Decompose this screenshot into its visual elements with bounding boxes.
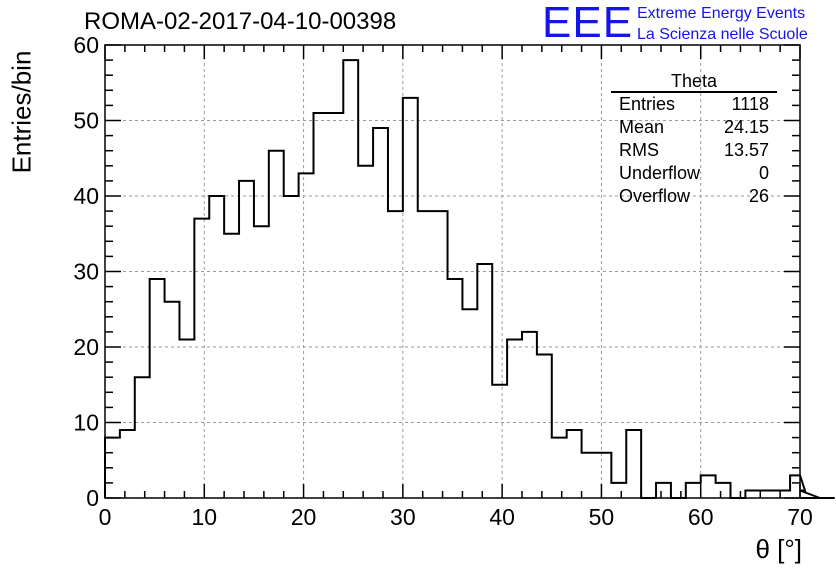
logo-line-1: Extreme Energy Events — [637, 5, 806, 22]
histogram-bin — [582, 453, 597, 498]
histogram-bin — [492, 385, 507, 498]
histogram-bin — [552, 438, 567, 498]
histogram-bin — [686, 483, 701, 498]
eee-logo: EEE Extreme Energy Events La Scienza nel… — [542, 0, 832, 48]
histogram-bin — [775, 490, 790, 498]
stats-row-value: 0 — [759, 163, 769, 183]
stats-box-name: Theta — [671, 71, 718, 91]
y-tick-label: 40 — [73, 183, 99, 209]
histogram-bin — [567, 430, 582, 498]
histogram-bin — [120, 430, 135, 498]
y-tick-label: 60 — [73, 32, 99, 58]
histogram-bin — [403, 98, 418, 498]
histogram-bin — [254, 226, 269, 498]
y-tick-label: 0 — [86, 485, 99, 511]
x-tick-label: 0 — [99, 504, 112, 530]
histogram-bin — [611, 483, 626, 498]
grid-lines — [105, 44, 800, 498]
histogram-bin — [433, 211, 448, 498]
x-tick-label: 70 — [787, 504, 813, 530]
axis-ticks: 0 10 20 30 40 50 60 70 0 10 20 30 40 50 60 — [73, 32, 812, 530]
stats-box: Theta Entries 1118 Mean 24.15 RMS 13.57 Underf… — [611, 71, 777, 206]
stats-row-label: Mean — [619, 117, 664, 137]
stats-row-value: 1118 — [732, 94, 769, 114]
logo-line-2: La Scienza nelle Scuole — [637, 26, 808, 43]
histogram-bin — [269, 151, 284, 498]
histogram-bin — [418, 211, 433, 498]
stats-row-value: 13.57 — [724, 140, 769, 160]
histogram-bin — [507, 339, 522, 498]
histogram-bin — [656, 483, 671, 498]
histogram-bin — [299, 173, 314, 498]
histogram-bin — [477, 264, 492, 498]
x-tick-label: 10 — [191, 504, 217, 530]
histogram-bin — [745, 490, 760, 498]
histogram-bin — [522, 332, 537, 498]
histogram-outline — [104, 59, 835, 499]
histogram-bin — [760, 490, 775, 498]
stats-row-value: 24.15 — [724, 117, 769, 137]
histogram-bin — [150, 279, 165, 498]
y-tick-label: 50 — [73, 108, 99, 134]
histogram-bin — [373, 128, 388, 498]
histogram-bin — [626, 430, 641, 498]
histogram-bin — [135, 377, 150, 498]
x-tick-label: 30 — [390, 504, 416, 530]
histogram-bin — [537, 355, 552, 498]
histogram-bin — [388, 211, 403, 498]
histogram-bin — [596, 453, 611, 498]
stats-row-label: RMS — [619, 140, 659, 160]
stats-row-label: Entries — [619, 94, 675, 114]
histogram-bin — [358, 166, 373, 498]
histogram-bin — [165, 302, 180, 498]
histogram-bin — [701, 475, 716, 498]
stats-row-label: Underflow — [619, 163, 701, 183]
x-axis-label: θ [°] — [755, 534, 802, 564]
histogram-bin — [194, 219, 209, 498]
logo-letters: EEE — [542, 0, 634, 47]
histogram-bin — [328, 113, 343, 498]
histogram-bin — [239, 181, 254, 498]
histogram-bin — [448, 279, 463, 498]
x-tick-label: 50 — [589, 504, 615, 530]
y-tick-label: 30 — [73, 259, 99, 285]
histogram-bin — [790, 475, 800, 498]
stats-row-value: 26 — [749, 186, 769, 206]
y-tick-label: 20 — [73, 334, 99, 360]
histogram-bin — [314, 113, 329, 498]
stats-row-label: Overflow — [619, 186, 691, 206]
y-tick-label: 10 — [73, 410, 99, 436]
histogram-bin — [343, 60, 358, 498]
x-tick-label: 40 — [489, 504, 515, 530]
histogram-bin — [179, 339, 194, 498]
chart-title: ROMA-02-2017-04-10-00398 — [84, 8, 397, 35]
histogram-bin — [462, 309, 477, 498]
x-tick-label: 20 — [291, 504, 317, 530]
x-tick-label: 60 — [688, 504, 714, 530]
histogram-bin — [716, 483, 731, 498]
histogram-bin — [224, 234, 239, 498]
